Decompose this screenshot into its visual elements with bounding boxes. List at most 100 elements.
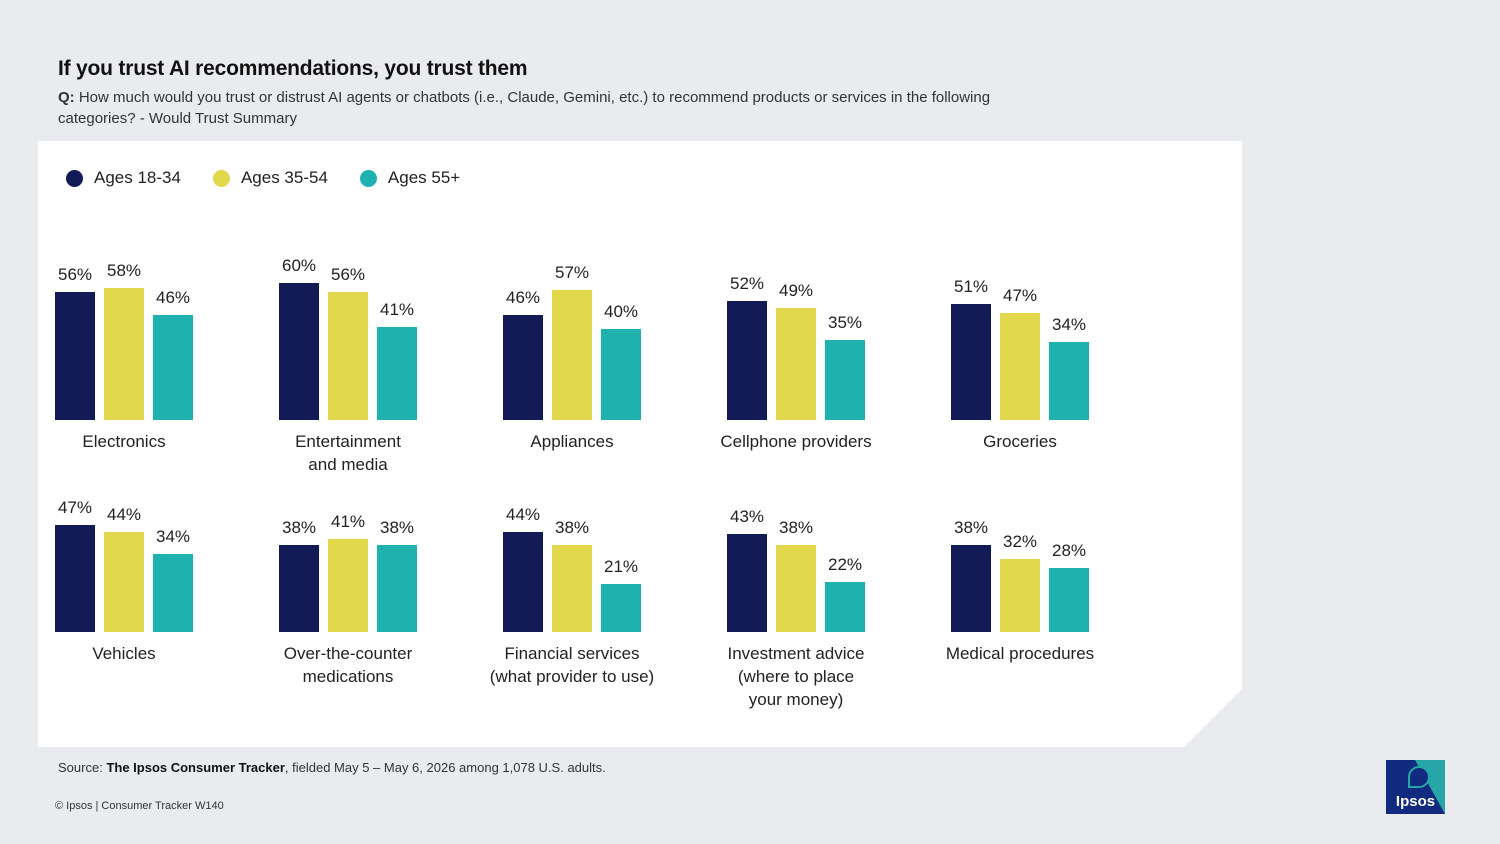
category-label: Vehicles <box>92 644 156 663</box>
bar-group: 38% 32% 28% Medical procedures <box>905 412 1135 663</box>
bar <box>328 292 368 420</box>
category-label: Groceries <box>983 432 1057 451</box>
bar <box>601 328 641 420</box>
bar <box>104 287 144 420</box>
category-label: Over-the-counter medications <box>283 644 413 686</box>
legend-label-3: Ages 55+ <box>387 168 461 187</box>
category-label: Cellphone providers <box>720 432 872 451</box>
question-prefix: Q: <box>58 89 75 106</box>
data-label: 38% <box>379 518 415 538</box>
data-label: 46% <box>505 288 541 308</box>
bar <box>776 308 816 420</box>
category-label: Appliances <box>530 432 614 451</box>
legend: Ages 18-34 Ages 35-54 Ages 55+ <box>66 168 460 188</box>
data-label: 38% <box>554 518 590 538</box>
data-label: 40% <box>603 301 639 321</box>
data-label: 43% <box>729 506 765 526</box>
source-rest: , fielded May 5 – May 6, 2026 among 1,07… <box>284 760 606 775</box>
legend-swatch-2 <box>212 169 230 187</box>
data-label: 47% <box>57 497 93 517</box>
bar-group: 52% 49% 35% Cellphone providers <box>681 200 911 451</box>
bar <box>279 545 319 632</box>
page-title: If you trust AI recommendations, you tru… <box>58 57 528 80</box>
bar <box>503 531 543 632</box>
bar <box>776 545 816 632</box>
legend-item-3: Ages 55+ <box>359 168 461 188</box>
logo-text: Ipsos <box>1395 793 1436 810</box>
legend-swatch-1 <box>66 169 83 187</box>
data-label: 41% <box>379 299 415 319</box>
legend-swatch-3 <box>359 169 377 187</box>
source-name: The Ipsos Consumer Tracker <box>106 760 285 775</box>
data-label: 44% <box>505 504 541 524</box>
data-label: 38% <box>953 518 989 538</box>
data-label: 34% <box>1051 315 1087 335</box>
legend-item-2: Ages 35-54 <box>212 168 328 188</box>
data-label: 47% <box>1002 285 1038 305</box>
legend-label-1: Ages 18-34 <box>94 168 181 187</box>
question-body: How much would you trust or distrust AI … <box>58 89 991 127</box>
bar <box>727 301 767 420</box>
bar <box>951 303 991 420</box>
question-text: Q: How much would you trust or distrust … <box>58 87 1018 129</box>
bar <box>55 292 95 420</box>
bar <box>552 545 592 632</box>
chart-card: Ages 18-34 Ages 35-54 Ages 55+ 56% 58% 46%… <box>38 141 1242 747</box>
copyright: © Ipsos | Consumer Tracker W140 <box>55 800 224 812</box>
bar-group: 44% 38% 21% Financial services (what provid… <box>457 412 687 686</box>
legend-item-1: Ages 18-34 <box>66 168 181 188</box>
bar <box>825 581 865 632</box>
bar <box>153 315 193 420</box>
category-label: Medical procedures <box>945 644 1095 663</box>
bar <box>1000 559 1040 632</box>
bar-group: 46% 57% 40% Appliances <box>457 200 687 451</box>
bar <box>727 533 767 632</box>
bar-group: 60% 56% 41% Entertainment and media <box>233 200 463 474</box>
category-label: Electronics <box>82 432 166 451</box>
bar <box>951 545 991 632</box>
data-label: 28% <box>1051 541 1087 561</box>
bar <box>825 340 865 420</box>
bar-group: 56% 58% 46% Electronics <box>38 200 239 451</box>
data-label: 49% <box>778 281 814 301</box>
bar-group: 51% 47% 34% Groceries <box>905 200 1135 451</box>
category-label: Entertainment and media <box>295 432 401 474</box>
data-label: 41% <box>330 511 366 531</box>
category-label: Financial services (what provider to use… <box>489 644 655 686</box>
data-label: 32% <box>1002 532 1038 552</box>
bar <box>552 290 592 420</box>
source-note: Source: The Ipsos Consumer Tracker, fiel… <box>58 760 606 775</box>
logo-mark-icon <box>1408 766 1430 788</box>
data-label: 44% <box>106 504 142 524</box>
bar <box>1000 312 1040 420</box>
data-label: 52% <box>729 274 765 294</box>
bar <box>377 545 417 632</box>
bar <box>328 538 368 632</box>
data-label: 58% <box>106 260 142 280</box>
bar-group: 43% 38% 22% Investment advice (where to pla… <box>681 412 911 709</box>
ipsos-logo: Ipsos <box>1386 760 1445 814</box>
data-label: 60% <box>281 256 317 276</box>
source-prefix: Source: <box>58 760 103 775</box>
bar <box>377 326 417 420</box>
data-label: 34% <box>155 527 191 547</box>
bar-group: 47% 44% 34% Vehicles <box>38 412 239 663</box>
data-label: 57% <box>554 263 590 283</box>
bar-group: 38% 41% 38% Over-the-counter medications <box>233 412 463 686</box>
bar <box>1049 342 1089 420</box>
bar <box>104 531 144 632</box>
data-label: 38% <box>281 518 317 538</box>
legend-label-2: Ages 35-54 <box>240 168 328 187</box>
bar <box>1049 568 1089 632</box>
data-label: 35% <box>827 313 863 333</box>
data-label: 56% <box>330 265 366 285</box>
category-label: Investment advice (where to place your m… <box>727 644 865 709</box>
bar <box>279 283 319 420</box>
data-label: 22% <box>827 554 863 574</box>
data-label: 56% <box>57 265 93 285</box>
data-label: 46% <box>155 288 191 308</box>
data-label: 51% <box>953 276 989 296</box>
bar <box>55 524 95 632</box>
bar <box>503 315 543 420</box>
bar <box>601 584 641 632</box>
